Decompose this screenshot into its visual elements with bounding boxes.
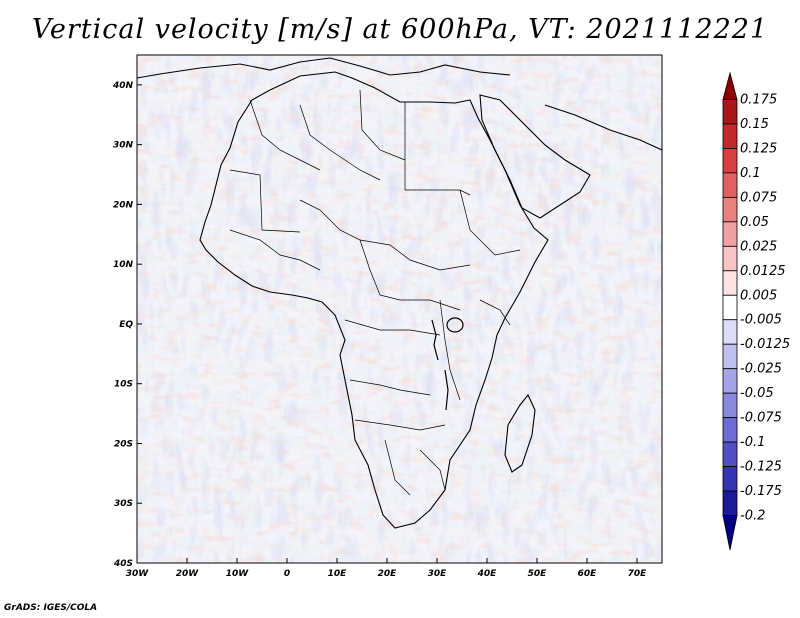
- colorbar-label: 0.075: [740, 190, 777, 205]
- y-tick-label: 10N: [113, 260, 134, 270]
- y-axis: 40S 30S 20S 10S EQ 10N 20N 30N 40N: [112, 81, 142, 569]
- colorbar-swatch: [722, 392, 738, 419]
- y-tick-label: 40S: [113, 559, 133, 569]
- colorbar-swatch: [722, 294, 738, 321]
- colorbar-label: -0.1: [740, 435, 765, 450]
- country-borders: [229, 89, 521, 496]
- colorbar-swatch: [722, 368, 738, 394]
- colorbar-label: -0.075: [740, 411, 782, 426]
- x-tick-label: 40E: [477, 569, 498, 579]
- colorbar-label: -0.0125: [740, 337, 790, 352]
- x-tick-label: 10W: [226, 569, 250, 579]
- colorbar-swatch: [722, 490, 738, 516]
- madagascar: [504, 393, 536, 473]
- colorbar-swatch: [722, 148, 738, 174]
- y-tick-label: 10S: [114, 380, 133, 390]
- africa-coastline: [199, 71, 549, 529]
- colorbar-label: 0.125: [740, 141, 777, 156]
- colorbar-label: -0.05: [740, 386, 774, 401]
- y-tick-label: 20S: [114, 439, 133, 449]
- colorbar-swatch: [722, 319, 738, 345]
- x-tick-label: 20W: [176, 569, 200, 579]
- x-tick-label: 0: [284, 569, 290, 579]
- colorbar-top-arrow: [722, 71, 738, 100]
- colorbar-swatch: [722, 466, 738, 492]
- colorbar-label: -0.125: [740, 460, 782, 475]
- lakes: [431, 317, 464, 411]
- colorbar-label: -0.175: [740, 484, 782, 499]
- x-tick-label: 10E: [328, 569, 348, 579]
- colorbar-swatch: [722, 441, 738, 467]
- plot-title: Vertical velocity [m/s] at 600hPa, VT: 2…: [31, 14, 769, 45]
- colorbar-label: 0.05: [740, 215, 769, 230]
- coastlines: [137, 57, 662, 529]
- grads-footer: GrADS: IGES/COLA: [4, 603, 98, 613]
- colorbar: 0.175 0.15 0.125 0.1 0.075 0.05 0.025 0.0125 0.0…: [722, 71, 790, 551]
- colorbar-swatch: [722, 221, 738, 247]
- colorbar-swatch: [722, 245, 738, 272]
- y-tick-label: 30N: [113, 141, 134, 151]
- colorbar-swatch: [722, 99, 738, 125]
- x-tick-label: 60E: [578, 569, 598, 579]
- iran-coast: [544, 104, 662, 151]
- colorbar-label: 0.025: [740, 239, 777, 254]
- x-tick-label: 50E: [528, 569, 548, 579]
- y-tick-label: 40N: [112, 81, 134, 91]
- x-tick-label: 30W: [126, 569, 150, 579]
- x-tick-label: 20E: [378, 569, 398, 579]
- colorbar-swatch: [722, 417, 738, 443]
- y-tick-label: 20N: [113, 200, 134, 210]
- colorbar-label: 0.1: [740, 166, 761, 181]
- colorbar-swatch: [722, 123, 738, 149]
- colorbar-bottom-arrow: [722, 515, 738, 551]
- x-axis: 30W 20W 10W 0 10E 20E 30E 40E 50E 60E 70E: [126, 558, 647, 579]
- colorbar-swatch: [722, 196, 738, 223]
- europe-coast: [137, 57, 511, 79]
- colorbar-swatch: [722, 172, 738, 198]
- velocity-field: [137, 55, 662, 563]
- colorbar-swatch: [722, 343, 738, 370]
- y-tick-label: EQ: [119, 320, 133, 330]
- plot-frame: [136, 54, 663, 564]
- arabian-peninsula: [479, 94, 591, 219]
- colorbar-label: 0.15: [740, 117, 769, 132]
- y-tick-label: 30S: [114, 499, 133, 509]
- colorbar-label: -0.025: [740, 362, 782, 377]
- colorbar-label: 0.005: [740, 288, 777, 303]
- colorbar-label: 0.0125: [740, 264, 786, 279]
- colorbar-label: 0.175: [740, 92, 777, 107]
- x-tick-label: 70E: [628, 569, 648, 579]
- x-tick-label: 30E: [428, 569, 448, 579]
- colorbar-label: -0.005: [740, 313, 782, 328]
- colorbar-label: -0.2: [740, 509, 765, 524]
- colorbar-swatch: [722, 270, 738, 296]
